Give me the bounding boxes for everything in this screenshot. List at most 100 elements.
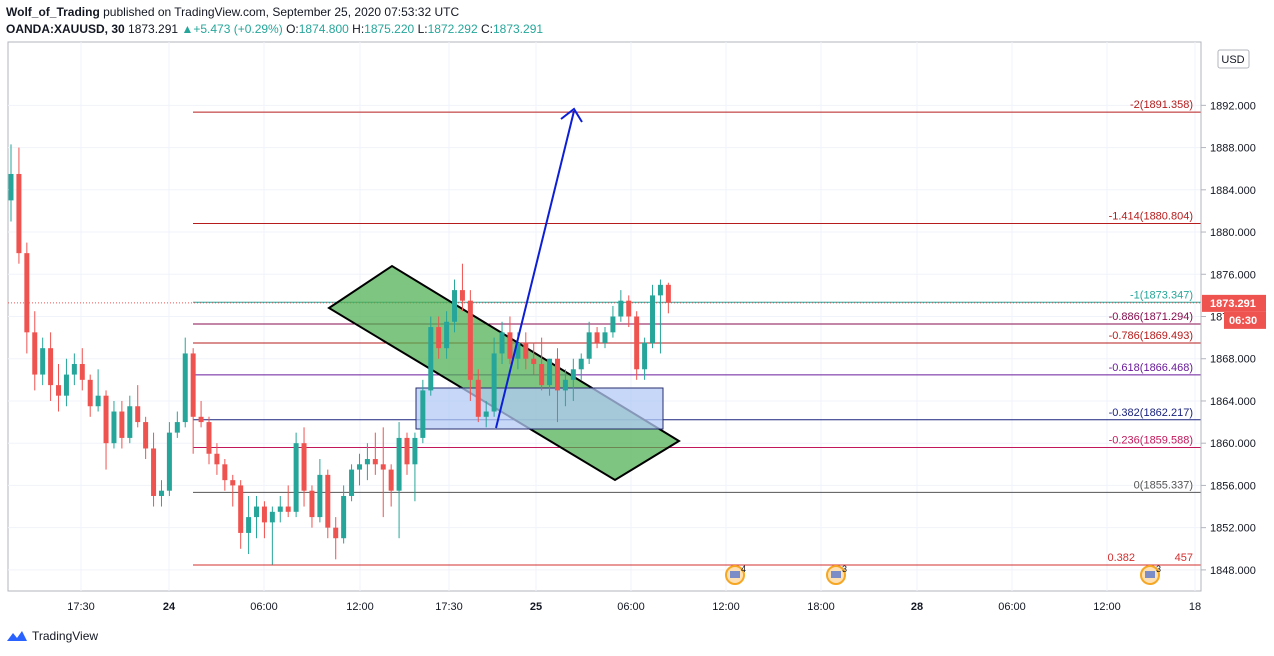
candle xyxy=(87,374,93,417)
candle-body xyxy=(151,448,157,496)
candle xyxy=(261,501,267,539)
candle-body xyxy=(87,379,93,407)
candle-body xyxy=(634,316,640,370)
candle-body xyxy=(56,385,62,396)
candle xyxy=(174,411,180,438)
candle-body xyxy=(412,437,418,465)
price-tick-label: 1852.000 xyxy=(1210,523,1256,535)
candle-body xyxy=(206,422,212,454)
price-tick-label: 1892.000 xyxy=(1210,100,1256,112)
price-axis[interactable]: 1892.000 1888.000 1884.000 1880.000 1876.000… xyxy=(1201,100,1256,577)
flag-icon xyxy=(831,571,841,578)
candle-body xyxy=(254,506,260,518)
candle-body xyxy=(111,411,117,444)
candle-body xyxy=(650,295,656,343)
candle xyxy=(16,147,22,264)
event-marker[interactable]: 3 xyxy=(826,564,847,585)
footer-branding[interactable]: TradingView xyxy=(6,629,98,643)
candle-body xyxy=(388,469,394,491)
candle-body xyxy=(246,517,252,533)
candle-body xyxy=(531,358,537,365)
candle xyxy=(349,464,355,502)
candle xyxy=(602,327,608,349)
currency-badge[interactable]: USD xyxy=(1217,49,1250,69)
candle xyxy=(190,348,196,454)
ohlc-legend: OANDA:XAUUSD, 30 1873.291 ▲+5.473 (+0.29… xyxy=(6,22,543,36)
candle xyxy=(246,495,252,555)
author-name[interactable]: Wolf_of_Trading xyxy=(6,5,100,19)
event-marker[interactable]: 4 xyxy=(725,564,746,585)
candle-body xyxy=(119,411,125,438)
candle xyxy=(222,459,228,491)
symbol-label[interactable]: OANDA:XAUUSD, 30 xyxy=(6,22,125,36)
fibonacci-levels: -2(1891.358) -1.414(1880.804) -1(1873.347)… xyxy=(193,99,1201,566)
candle xyxy=(467,290,473,401)
price-tick-label: 1884.000 xyxy=(1210,185,1256,197)
bar-countdown: 06:30 xyxy=(1229,315,1257,327)
candle xyxy=(182,337,188,428)
candle-body xyxy=(467,300,473,380)
last-price-badge: 1873.291 06:30 xyxy=(1202,294,1266,329)
candle-body xyxy=(16,173,22,254)
time-tick-label: 06:00 xyxy=(998,601,1026,613)
time-tick-label: 06:00 xyxy=(617,601,645,613)
candle xyxy=(404,432,410,475)
candle xyxy=(285,485,291,518)
candle xyxy=(372,432,378,475)
time-axis[interactable]: 17:30 24 06:00 12:00 17:30 25 06:00 12:00 18:00 2… xyxy=(67,601,1201,613)
candle-body xyxy=(515,342,521,359)
low-label: L: xyxy=(417,22,428,36)
event-count: 3 xyxy=(1156,564,1161,574)
candle-body xyxy=(444,321,450,349)
candle xyxy=(206,416,212,465)
candle xyxy=(71,353,77,386)
candle-body xyxy=(32,332,38,375)
high-label: H: xyxy=(352,22,365,36)
candle-body xyxy=(261,506,267,523)
candle-body xyxy=(174,422,180,433)
last-value: 1873.291 xyxy=(128,22,179,36)
candle-body xyxy=(8,173,14,201)
price-tick-label: 1864.000 xyxy=(1210,396,1256,408)
time-tick-label: 18 xyxy=(1189,601,1201,613)
candle xyxy=(610,305,616,338)
candle xyxy=(166,422,172,496)
demand-zone[interactable] xyxy=(415,387,664,430)
candle xyxy=(665,282,671,314)
candle xyxy=(594,327,600,349)
candle-body xyxy=(285,506,291,512)
candle xyxy=(79,348,85,391)
flag-icon xyxy=(1145,571,1155,578)
candle xyxy=(634,311,640,380)
candle xyxy=(650,284,656,349)
time-tick-label: 12:00 xyxy=(346,601,374,613)
event-marker[interactable]: 3 xyxy=(1140,564,1161,585)
candle xyxy=(396,422,402,539)
candle xyxy=(119,400,125,449)
candle-body xyxy=(309,490,315,518)
open-label: O: xyxy=(286,22,299,36)
projection-arrow[interactable] xyxy=(495,110,575,429)
candle xyxy=(626,295,632,328)
candle xyxy=(277,495,283,523)
candle xyxy=(56,364,62,412)
close-label: C: xyxy=(480,22,493,36)
candle xyxy=(309,485,315,528)
candle-body xyxy=(317,474,323,518)
candle-body xyxy=(222,464,228,481)
candle-body xyxy=(491,353,497,412)
candle-body xyxy=(452,290,458,322)
economic-events[interactable]: 4 3 3 xyxy=(725,564,1161,585)
candle xyxy=(135,385,141,428)
candle xyxy=(127,395,133,444)
candle xyxy=(103,390,109,470)
candle-body xyxy=(182,353,188,423)
candle-body xyxy=(230,480,236,486)
candle-body xyxy=(570,369,576,380)
candle xyxy=(452,279,458,333)
candle xyxy=(539,337,545,391)
fib-level-label: -2(1891.358) xyxy=(1130,99,1193,111)
candle xyxy=(428,316,434,396)
candle xyxy=(48,332,54,401)
